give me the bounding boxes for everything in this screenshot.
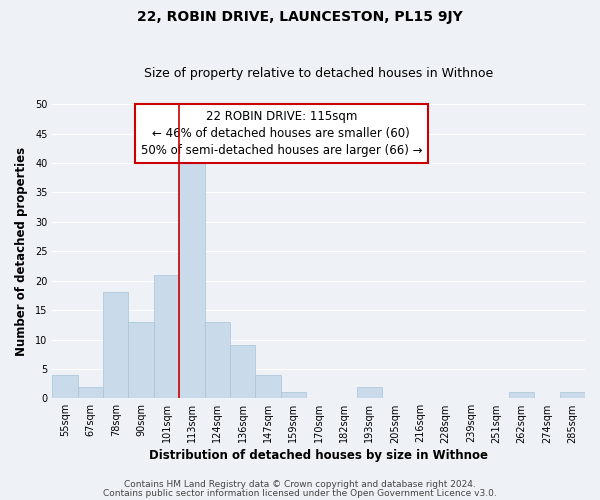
Bar: [52, 375, 77, 398]
Bar: [255, 375, 281, 398]
Bar: [154, 275, 179, 398]
Bar: [77, 386, 103, 398]
X-axis label: Distribution of detached houses by size in Withnoe: Distribution of detached houses by size …: [149, 450, 488, 462]
Bar: [179, 157, 205, 398]
Bar: [281, 392, 306, 398]
Bar: [230, 346, 255, 399]
Bar: [128, 322, 154, 398]
Text: Contains HM Land Registry data © Crown copyright and database right 2024.: Contains HM Land Registry data © Crown c…: [124, 480, 476, 489]
Bar: [205, 322, 230, 398]
Bar: [103, 292, 128, 399]
Title: Size of property relative to detached houses in Withnoe: Size of property relative to detached ho…: [144, 66, 493, 80]
Text: Contains public sector information licensed under the Open Government Licence v3: Contains public sector information licen…: [103, 488, 497, 498]
Bar: [560, 392, 585, 398]
Text: 22, ROBIN DRIVE, LAUNCESTON, PL15 9JY: 22, ROBIN DRIVE, LAUNCESTON, PL15 9JY: [137, 10, 463, 24]
Bar: [357, 386, 382, 398]
Bar: [509, 392, 534, 398]
Text: 22 ROBIN DRIVE: 115sqm
← 46% of detached houses are smaller (60)
50% of semi-det: 22 ROBIN DRIVE: 115sqm ← 46% of detached…: [140, 110, 422, 157]
Y-axis label: Number of detached properties: Number of detached properties: [15, 146, 28, 356]
